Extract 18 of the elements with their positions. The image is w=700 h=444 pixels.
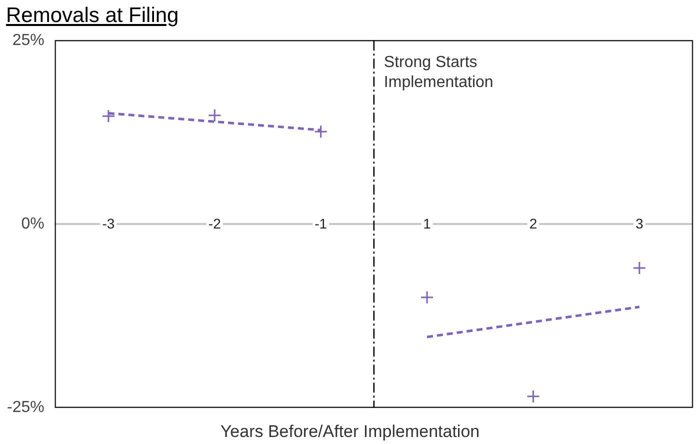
point: [102, 109, 116, 123]
point: [526, 390, 540, 404]
x-tick-label: 1: [423, 215, 432, 232]
text: Strong Starts Implementation: [384, 54, 494, 92]
point: [314, 124, 328, 138]
x-tick-label: -1: [314, 215, 328, 232]
x-tick-label: -2: [208, 215, 222, 232]
point: [632, 261, 646, 275]
chart-title: Removals at Filing: [6, 4, 179, 28]
x-axis-title: Years Before/After Implementation: [219, 422, 481, 442]
y-tick-label: 25%: [12, 32, 44, 50]
point: [420, 290, 434, 304]
x-tick-label: 3: [636, 215, 644, 232]
x-tick-label: -3: [102, 215, 115, 232]
point: [208, 108, 222, 122]
y-tick-label: 0%: [21, 215, 44, 232]
x-tick-label: 2: [529, 215, 538, 232]
y-tick-label: -25%: [6, 398, 44, 416]
